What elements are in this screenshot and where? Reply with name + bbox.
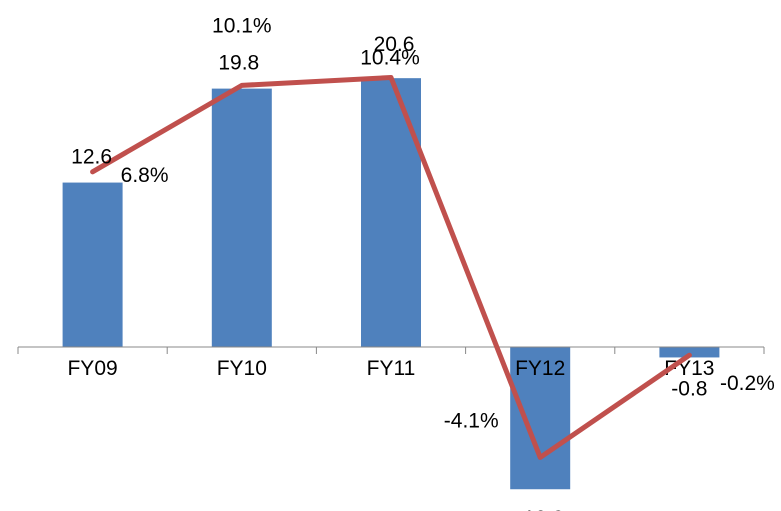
line-value-labels: 6.8% 10.1% 10.4% -4.1% -0.2%: [121, 14, 775, 432]
bar: [361, 78, 421, 348]
line-value-label: -0.2%: [720, 372, 775, 395]
bar-value-label: 19.8: [218, 52, 259, 75]
line-value-label: 6.8%: [121, 164, 169, 187]
bar-value-label: 20.6: [374, 33, 415, 56]
x-tick-label: FY12: [515, 357, 565, 380]
bar-series: [62, 78, 720, 490]
bar-value-labels: 12.6 19.8 20.6 -10.9 -0.8: [71, 33, 707, 511]
line-value-label: 10.4%: [360, 47, 420, 70]
line-value-label: -4.1%: [444, 409, 499, 432]
bar: [62, 182, 123, 347]
x-tick-label: FY10: [217, 357, 267, 380]
x-tick-label: FY09: [67, 357, 117, 380]
bar-value-label: -0.8: [671, 377, 707, 400]
x-axis-ticks: [17, 347, 765, 354]
x-axis-tick-labels: FY09 FY10 FY11 FY12 FY13: [67, 357, 714, 380]
bar-value-label: 12.6: [71, 146, 112, 169]
growth-line-series: [90, 75, 692, 460]
bar: [211, 88, 272, 348]
bar: [510, 347, 571, 490]
bar: [659, 347, 720, 358]
x-tick-label: FY11: [367, 357, 416, 380]
line-value-label: 10.1%: [212, 14, 272, 37]
bar-value-label: -10.9: [516, 507, 564, 511]
